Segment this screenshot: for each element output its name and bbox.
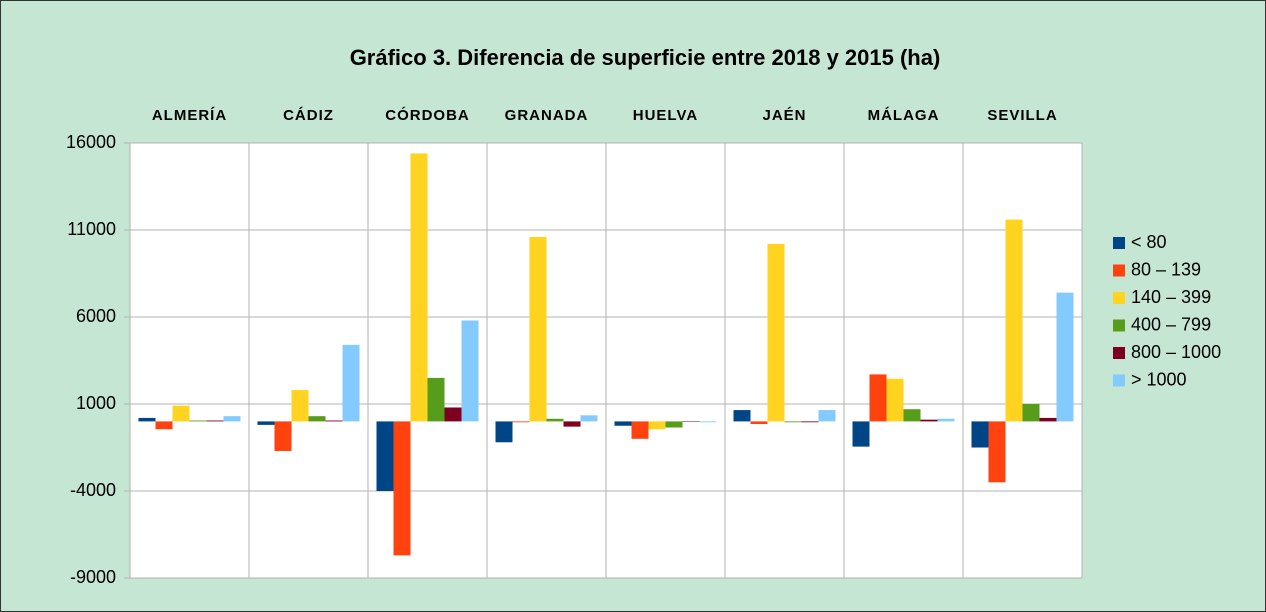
category-label: ALMERÍA xyxy=(152,107,227,124)
bar xyxy=(852,421,870,447)
bar xyxy=(512,421,530,423)
bar xyxy=(818,410,836,422)
y-tick-label: 11000 xyxy=(67,219,116,239)
legend-swatch xyxy=(1113,237,1125,249)
legend-swatch xyxy=(1113,347,1125,359)
y-tick-label: -4000 xyxy=(70,480,116,500)
bar xyxy=(580,415,598,422)
category-label: CÓRDOBA xyxy=(385,106,470,124)
category-label: JAÉN xyxy=(762,107,806,124)
bar xyxy=(410,153,428,422)
bar xyxy=(784,421,802,423)
chart-title: Gráfico 3. Diferencia de superficie entr… xyxy=(350,45,941,70)
bar xyxy=(1022,404,1040,422)
legend-label: < 80 xyxy=(1131,232,1167,252)
bar xyxy=(206,420,224,422)
bar xyxy=(988,421,1006,483)
y-tick-label: 1000 xyxy=(76,393,116,413)
bar xyxy=(1056,292,1074,422)
bar xyxy=(682,421,700,422)
legend-swatch xyxy=(1113,319,1125,332)
bar xyxy=(376,421,394,491)
bar xyxy=(138,417,156,422)
y-tick-label: -9000 xyxy=(70,567,116,587)
bar xyxy=(920,419,938,422)
bar xyxy=(223,416,241,422)
legend-swatch xyxy=(1113,374,1125,387)
legend-label: 80 – 139 xyxy=(1131,259,1201,279)
bar xyxy=(903,409,921,422)
bar xyxy=(546,418,564,422)
category-label: GRANADA xyxy=(505,107,589,124)
bar xyxy=(495,421,513,443)
bar xyxy=(648,421,666,430)
bar xyxy=(733,410,751,422)
category-label: HUELVA xyxy=(633,107,698,124)
legend-label: 800 – 1000 xyxy=(1131,342,1221,362)
category-label: SEVILLA xyxy=(987,107,1057,124)
bar xyxy=(1005,219,1023,422)
bar xyxy=(563,421,581,427)
bar xyxy=(801,421,819,423)
category-label: CÁDIZ xyxy=(283,107,334,124)
bar xyxy=(767,243,785,422)
legend-label: > 1000 xyxy=(1131,369,1187,389)
bar xyxy=(274,421,292,451)
bar xyxy=(291,390,309,422)
bar xyxy=(699,421,717,423)
bar xyxy=(971,421,989,448)
bar xyxy=(869,374,887,422)
y-tick-label: 16000 xyxy=(66,132,116,152)
bar xyxy=(393,421,411,556)
bar xyxy=(444,407,462,422)
bar xyxy=(308,416,326,422)
bar xyxy=(750,421,768,425)
legend-swatch xyxy=(1113,292,1125,304)
bar xyxy=(461,320,479,422)
bar xyxy=(189,420,207,422)
y-tick-label: 6000 xyxy=(76,306,116,326)
bar xyxy=(427,377,445,422)
bar xyxy=(886,378,904,422)
bar xyxy=(325,420,343,422)
bar xyxy=(342,344,360,422)
legend-label: 400 – 799 xyxy=(1131,314,1211,334)
legend-swatch xyxy=(1113,264,1125,277)
bar xyxy=(665,421,683,428)
legend-label: 140 – 399 xyxy=(1131,287,1211,307)
bar xyxy=(172,405,190,422)
bar xyxy=(614,421,632,426)
bar xyxy=(937,418,955,422)
bar xyxy=(1039,417,1057,422)
category-label: MÁLAGA xyxy=(868,107,940,124)
bar xyxy=(155,421,173,430)
bar xyxy=(529,236,547,422)
bar xyxy=(257,421,275,425)
bar xyxy=(631,421,649,439)
